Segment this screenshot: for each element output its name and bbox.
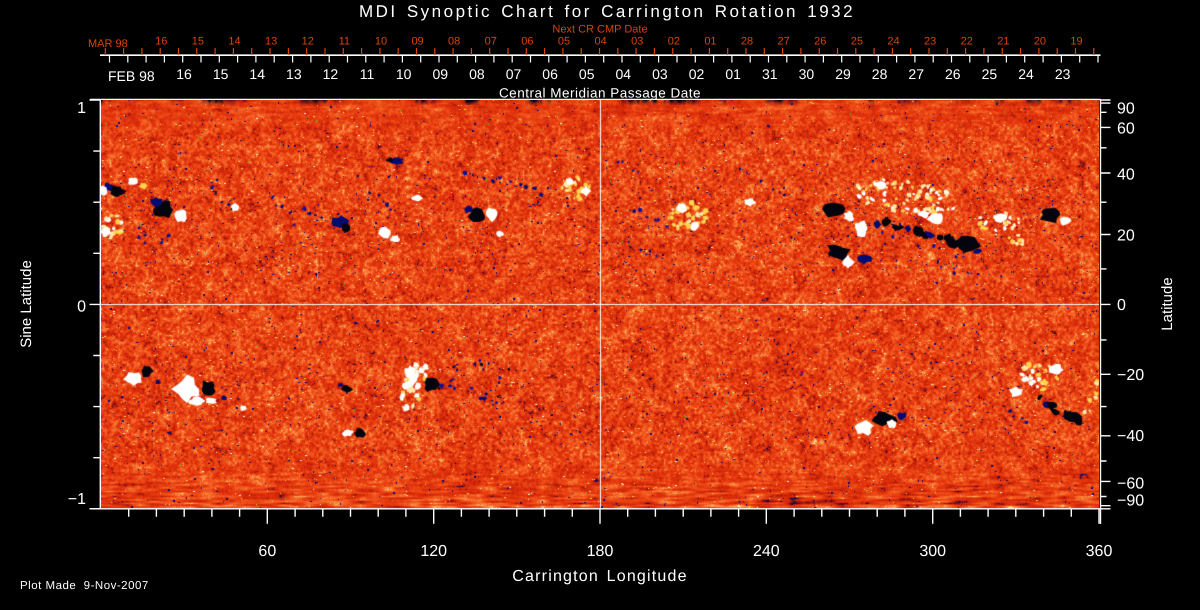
svg-text:40: 40: [1117, 167, 1135, 184]
svg-text:20: 20: [1117, 227, 1135, 244]
svg-text:MAR 98: MAR 98: [88, 38, 128, 50]
svg-text:Central Meridian Passage Date: Central Meridian Passage Date: [499, 86, 701, 101]
svg-text:30: 30: [799, 66, 815, 82]
svg-text:05: 05: [579, 66, 595, 82]
svg-text:15: 15: [192, 36, 204, 48]
svg-text:23: 23: [1055, 66, 1071, 82]
svg-text:25: 25: [982, 66, 998, 82]
svg-text:16: 16: [155, 36, 167, 48]
svg-text:02: 02: [668, 36, 680, 48]
svg-text:03: 03: [631, 36, 643, 48]
svg-text:12: 12: [302, 36, 314, 48]
svg-text:28: 28: [872, 66, 888, 82]
svg-text:180: 180: [587, 543, 614, 560]
svg-text:28: 28: [741, 36, 753, 48]
svg-text:26: 26: [814, 36, 826, 48]
svg-text:21: 21: [997, 36, 1009, 48]
svg-text:240: 240: [753, 543, 780, 560]
svg-text:03: 03: [652, 66, 668, 82]
svg-text:Sine Latitude: Sine Latitude: [18, 260, 35, 348]
svg-text:06: 06: [521, 36, 533, 48]
svg-text:11: 11: [360, 66, 375, 82]
svg-text:27: 27: [908, 66, 924, 82]
svg-text:22: 22: [961, 36, 973, 48]
svg-text:0: 0: [1117, 297, 1126, 314]
svg-text:MDI Synoptic Chart for Carring: MDI Synoptic Chart for Carrington Rotati…: [359, 2, 855, 21]
svg-text:−20: −20: [1117, 367, 1144, 384]
svg-text:02: 02: [689, 66, 705, 82]
svg-text:90: 90: [1117, 100, 1135, 117]
svg-text:13: 13: [286, 66, 302, 82]
svg-text:300: 300: [919, 543, 946, 560]
svg-text:09: 09: [432, 66, 448, 82]
svg-text:24: 24: [887, 36, 899, 48]
svg-text:14: 14: [228, 36, 240, 48]
svg-text:26: 26: [945, 66, 961, 82]
svg-text:09: 09: [411, 36, 423, 48]
svg-text:23: 23: [924, 36, 936, 48]
svg-text:07: 07: [485, 36, 497, 48]
svg-text:04: 04: [616, 66, 632, 82]
svg-text:13: 13: [265, 36, 277, 48]
svg-text:01: 01: [725, 66, 741, 82]
svg-text:12: 12: [323, 66, 339, 82]
svg-text:−40: −40: [1117, 428, 1144, 445]
svg-text:10: 10: [375, 36, 387, 48]
svg-text:01: 01: [704, 36, 716, 48]
svg-text:27: 27: [778, 36, 790, 48]
svg-text:25: 25: [851, 36, 863, 48]
svg-text:10: 10: [396, 66, 412, 82]
svg-text:14: 14: [249, 66, 265, 82]
svg-text:07: 07: [506, 66, 522, 82]
svg-text:06: 06: [542, 66, 558, 82]
svg-text:15: 15: [213, 66, 229, 82]
svg-text:Next CR CMP Date: Next CR CMP Date: [552, 24, 647, 36]
svg-text:31: 31: [762, 66, 778, 82]
svg-text:20: 20: [1034, 36, 1046, 48]
svg-text:08: 08: [448, 36, 460, 48]
svg-text:Carrington Longitude: Carrington Longitude: [512, 568, 687, 585]
svg-text:29: 29: [835, 66, 851, 82]
svg-text:−90: −90: [1117, 493, 1144, 510]
svg-text:−60: −60: [1117, 475, 1144, 492]
svg-text:04: 04: [594, 36, 606, 48]
svg-text:16: 16: [176, 66, 192, 82]
svg-text:360: 360: [1086, 543, 1113, 560]
svg-text:60: 60: [258, 543, 276, 560]
svg-text:Plot Made 9-Nov-2007: Plot Made 9-Nov-2007: [20, 580, 149, 592]
svg-text:08: 08: [469, 66, 485, 82]
svg-text:−1: −1: [68, 491, 86, 508]
svg-text:0: 0: [77, 299, 86, 316]
svg-text:1: 1: [77, 100, 86, 117]
svg-text:Latitude: Latitude: [1159, 277, 1176, 330]
svg-text:24: 24: [1018, 66, 1034, 82]
svg-text:05: 05: [558, 36, 570, 48]
svg-text:19: 19: [1070, 36, 1082, 48]
svg-text:FEB 98: FEB 98: [108, 68, 155, 84]
svg-text:60: 60: [1117, 121, 1135, 138]
svg-text:11: 11: [339, 36, 350, 48]
svg-text:120: 120: [420, 543, 447, 560]
